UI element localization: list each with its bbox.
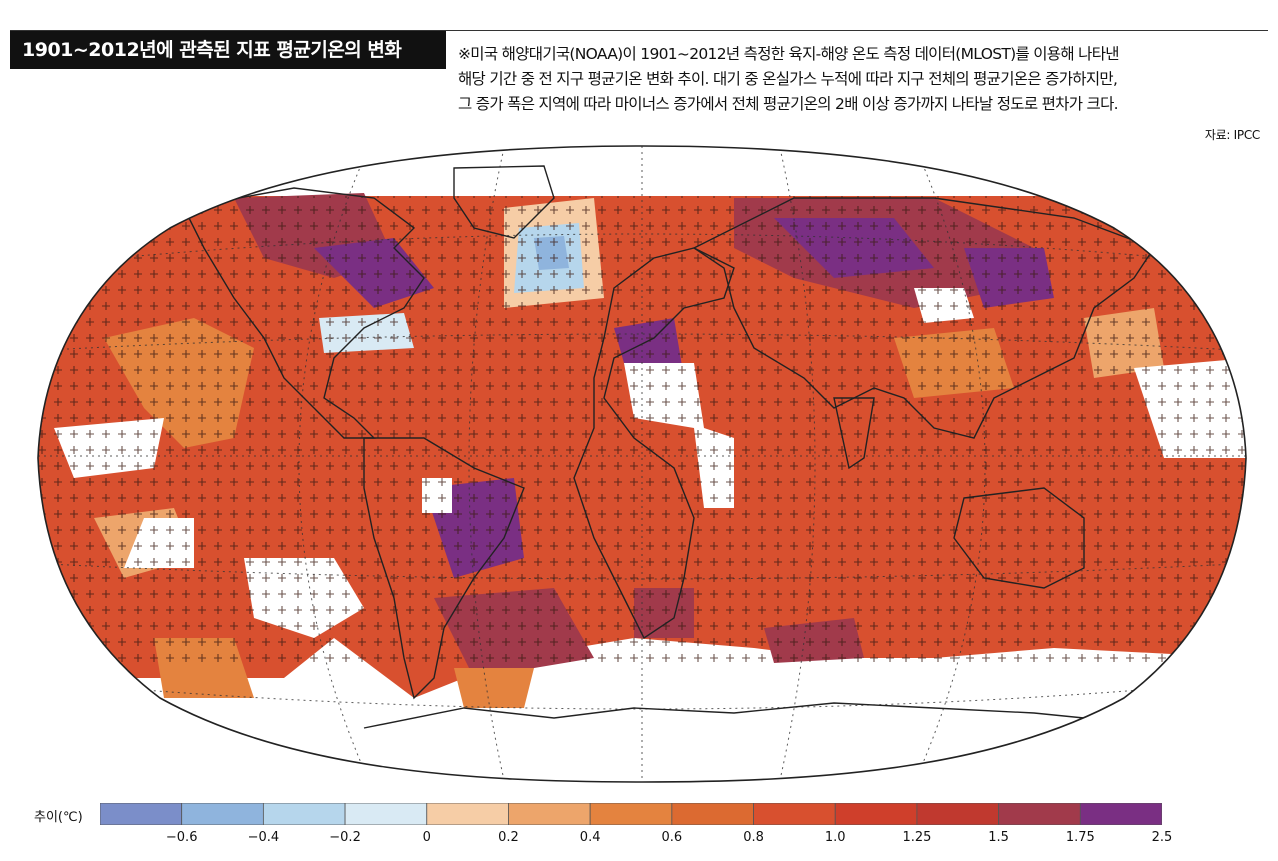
legend-swatch (998, 803, 1081, 825)
legend-tick-label: 0 (422, 830, 431, 845)
legend-tick-label: −0.2 (329, 830, 361, 845)
legend-swatch (753, 803, 836, 825)
legend-swatch (344, 803, 428, 825)
source-credit: 자료: IPCC (1204, 128, 1260, 142)
legend-swatch (262, 803, 346, 825)
caption-line: ※미국 해양대기국(NOAA)이 1901~2012년 측정한 육지-해양 온도… (458, 45, 1120, 63)
world-map (34, 138, 1250, 786)
legend-swatch (834, 803, 918, 825)
legend-tick-label: 1.25 (902, 830, 932, 845)
top-rule (10, 30, 1268, 31)
caption: ※미국 해양대기국(NOAA)이 1901~2012년 측정한 육지-해양 온도… (458, 42, 1268, 117)
trend-region (454, 668, 534, 708)
legend-swatch (508, 803, 591, 825)
caption-line: 그 증가 폭은 지역에 따라 마이너스 증가에서 전체 평균기온의 2배 이상 … (458, 95, 1119, 113)
legend-swatch (181, 803, 264, 825)
legend-tick-label: 1.5 (988, 830, 1009, 845)
legend-swatch (916, 803, 1000, 825)
legend-swatch (100, 803, 183, 825)
legend-color-bar (100, 803, 1162, 825)
legend-label: 추이(℃) (34, 810, 83, 825)
legend-tick-label: 0.2 (498, 830, 519, 845)
legend-swatch (589, 803, 673, 825)
legend-swatch (426, 803, 509, 825)
legend-tick-label: 1.0 (824, 830, 846, 845)
legend-tick-label: 0.4 (579, 830, 601, 845)
legend-swatch (671, 803, 754, 825)
graticule (38, 146, 1246, 782)
caption-line: 해당 기간 중 전 지구 평균기온 변화 추이. 대기 중 온실가스 누적에 따… (458, 70, 1118, 88)
page-title: 1901~2012년에 관측된 지표 평균기온의 변화 (10, 31, 446, 69)
globe-outline (37, 145, 1247, 783)
legend-tick-label: 0.8 (743, 830, 764, 845)
legend-tick-label: −0.4 (247, 830, 280, 845)
coastlines (182, 165, 1156, 729)
temperature-trend-map (37, 145, 1247, 783)
no-data-region (38, 638, 1246, 782)
legend-swatch (1079, 803, 1162, 825)
legend-tick-label: 0.6 (661, 830, 683, 845)
legend-tick-label: 2.5 (1151, 830, 1173, 845)
legend-tick-label: −0.6 (165, 830, 198, 845)
legend-tick-label: 1.75 (1065, 830, 1095, 845)
